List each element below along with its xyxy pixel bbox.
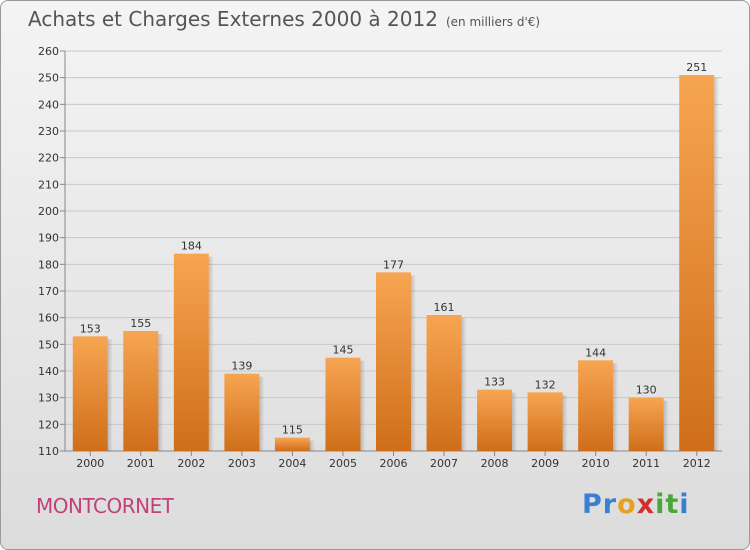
bar xyxy=(578,360,614,451)
data-label: 130 xyxy=(636,384,657,397)
y-tick-label: 150 xyxy=(38,338,59,351)
logo-letter: r xyxy=(602,489,618,520)
y-tick-label: 210 xyxy=(38,178,59,191)
x-tick-label: 2010 xyxy=(582,457,610,470)
logo-letter: i xyxy=(655,489,666,520)
bar-shadow xyxy=(107,339,113,451)
bar-shadow xyxy=(360,360,366,451)
logo-letter: t xyxy=(665,489,680,520)
logo-letter: o xyxy=(617,489,637,520)
bar-shadow xyxy=(714,78,720,451)
x-tick-label: 2007 xyxy=(430,457,458,470)
bar-shadow xyxy=(512,392,518,451)
y-tick-label: 140 xyxy=(38,365,59,378)
proxiti-logo: Proxiti xyxy=(582,489,690,520)
y-tick-label: 240 xyxy=(38,98,59,111)
x-tick-label: 2009 xyxy=(531,457,559,470)
bar-shadow xyxy=(309,440,315,451)
y-tick-label: 250 xyxy=(38,72,59,85)
data-label: 251 xyxy=(686,61,707,74)
bar-shadow xyxy=(613,363,619,451)
x-tick-label: 2000 xyxy=(76,457,104,470)
x-tick-label: 2004 xyxy=(278,457,306,470)
y-tick-label: 260 xyxy=(38,45,59,58)
bar-shadow xyxy=(461,318,467,451)
bar xyxy=(527,392,563,451)
x-tick-label: 2006 xyxy=(380,457,408,470)
bar xyxy=(426,315,462,451)
bar xyxy=(274,437,310,451)
y-tick-label: 230 xyxy=(38,125,59,138)
title-row: Achats et Charges Externes 2000 à 2012 (e… xyxy=(28,7,540,31)
bar xyxy=(376,272,411,451)
y-tick-label: 110 xyxy=(38,445,59,458)
data-label: 115 xyxy=(282,424,303,437)
x-tick-label: 2001 xyxy=(127,457,155,470)
bar xyxy=(224,373,260,451)
logo-letter: i xyxy=(679,489,690,520)
x-tick-label: 2005 xyxy=(329,457,357,470)
y-tick-label: 200 xyxy=(38,205,59,218)
data-label: 133 xyxy=(484,376,505,389)
x-tick-label: 2002 xyxy=(177,457,205,470)
data-label: 161 xyxy=(434,301,455,314)
bar-shadow xyxy=(411,275,416,451)
bar-shadow xyxy=(259,376,265,451)
y-tick-label: 180 xyxy=(38,258,59,271)
chart-title: Achats et Charges Externes 2000 à 2012 xyxy=(28,7,438,31)
bar xyxy=(123,331,159,451)
bar-shadow xyxy=(158,334,164,451)
logo-letter: P xyxy=(582,489,603,520)
bar xyxy=(325,357,361,451)
data-label: 155 xyxy=(130,317,151,330)
data-label: 184 xyxy=(181,240,202,253)
chart-subtitle: (en milliers d'€) xyxy=(445,15,541,29)
y-tick-label: 170 xyxy=(38,285,59,298)
y-tick-label: 120 xyxy=(38,418,59,431)
data-label: 132 xyxy=(535,378,556,391)
data-label: 139 xyxy=(231,360,252,373)
bar xyxy=(173,253,209,451)
bar-shadow xyxy=(562,395,568,451)
y-tick-label: 130 xyxy=(38,392,59,405)
bar-shadow xyxy=(208,256,214,451)
data-label: 177 xyxy=(383,258,404,271)
bar-shadow xyxy=(663,400,669,451)
data-label: 144 xyxy=(585,346,606,359)
x-tick-label: 2008 xyxy=(481,457,509,470)
bar xyxy=(628,397,664,451)
data-label: 145 xyxy=(332,344,353,357)
bar xyxy=(679,75,715,451)
x-tick-label: 2012 xyxy=(683,457,711,470)
commune-name: MONTCORNET xyxy=(36,494,174,518)
bar xyxy=(477,389,513,451)
bar xyxy=(72,336,108,451)
data-label: 153 xyxy=(80,322,101,335)
x-tick-label: 2011 xyxy=(632,457,660,470)
logo-letter: x xyxy=(636,489,656,520)
y-tick-label: 190 xyxy=(38,232,59,245)
y-tick-label: 220 xyxy=(38,152,59,165)
y-tick-label: 160 xyxy=(38,312,59,325)
x-tick-label: 2003 xyxy=(228,457,256,470)
